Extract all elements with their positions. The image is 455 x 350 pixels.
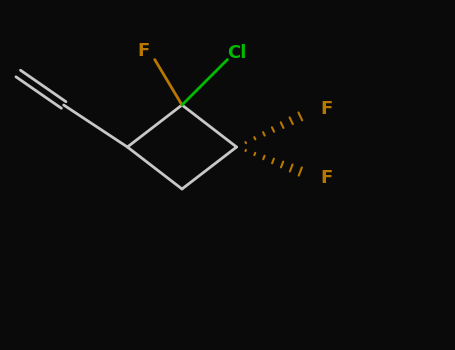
Text: F: F — [321, 100, 333, 118]
Text: F: F — [137, 42, 149, 60]
Text: F: F — [321, 169, 333, 187]
Text: Cl: Cl — [227, 43, 246, 62]
